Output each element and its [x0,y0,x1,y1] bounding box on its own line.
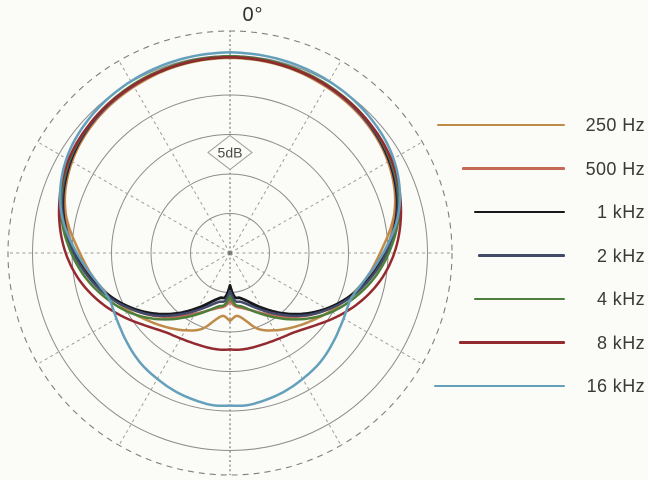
scale-diamond: 5dB [207,134,253,171]
curve-8-khz [57,55,403,351]
polar-curves [57,51,403,408]
scale-diamond-shape [207,134,253,171]
scale-diamond-label: 5dB [218,145,243,161]
curve-16-khz [58,51,402,408]
center-dot [227,250,233,256]
zero-degree-label: 0° [242,4,263,26]
